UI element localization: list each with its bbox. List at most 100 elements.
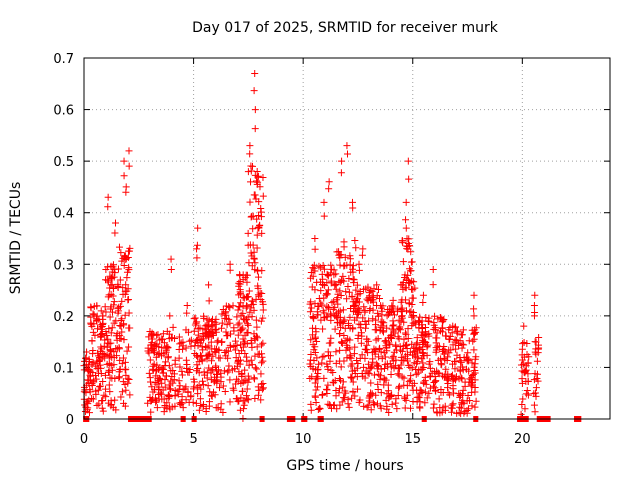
- data-point: [212, 328, 220, 336]
- data-point: [218, 319, 226, 327]
- data-point: [212, 315, 220, 323]
- data-point: [401, 404, 409, 412]
- data-point: [439, 328, 447, 336]
- data-point: [92, 387, 100, 395]
- data-point: [390, 348, 398, 356]
- data-points: [80, 69, 582, 422]
- data-point: [315, 360, 323, 368]
- data-point: [248, 297, 256, 305]
- data-point: [254, 291, 262, 299]
- data-point: [336, 261, 344, 269]
- data-point: [108, 353, 116, 361]
- x-tick-label: 5: [189, 432, 197, 447]
- data-point: [413, 339, 421, 347]
- data-point: [308, 304, 316, 312]
- data-point: [212, 362, 220, 370]
- data-point: [362, 324, 370, 332]
- data-point: [365, 317, 373, 325]
- data-point: [448, 404, 456, 412]
- data-point: [160, 395, 168, 403]
- data-point: [456, 337, 464, 345]
- data-point: [233, 313, 241, 321]
- data-point: [155, 365, 163, 373]
- data-point: [344, 400, 352, 408]
- data-point: [369, 355, 377, 363]
- data-point: [433, 367, 441, 375]
- data-point: [354, 334, 362, 342]
- data-point: [349, 378, 357, 386]
- data-point: [195, 369, 203, 377]
- data-point: [336, 346, 344, 354]
- data-point: [238, 373, 246, 381]
- data-point: [249, 300, 257, 308]
- data-point: [346, 255, 354, 263]
- data-point: [347, 268, 355, 276]
- data-point: [146, 393, 154, 401]
- data-point: [457, 358, 465, 366]
- data-point: [314, 383, 322, 391]
- data-point: [108, 374, 116, 382]
- data-point: [119, 378, 127, 386]
- data-point: [156, 389, 164, 397]
- data-point: [423, 394, 431, 402]
- data-point: [199, 377, 207, 385]
- data-point: [229, 302, 237, 310]
- data-point: [146, 374, 154, 382]
- data-point: [465, 367, 473, 375]
- data-point: [383, 312, 391, 320]
- y-tick-label: 0.1: [53, 361, 74, 376]
- data-point: [125, 343, 133, 351]
- data-point: [115, 345, 123, 353]
- data-point: [389, 357, 397, 365]
- data-point: [531, 291, 539, 299]
- data-point: [257, 317, 265, 325]
- data-point: [311, 343, 319, 351]
- data-point: [422, 339, 430, 347]
- data-point: [345, 319, 353, 327]
- data-point: [200, 368, 208, 376]
- data-point: [112, 219, 119, 227]
- data-point: [153, 340, 161, 348]
- data-point: [339, 394, 347, 402]
- data-point: [391, 329, 399, 337]
- data-point: [125, 376, 133, 384]
- data-point: [89, 369, 97, 377]
- data-point: [454, 327, 462, 335]
- data-point: [437, 314, 445, 322]
- data-point: [230, 343, 238, 351]
- data-point: [203, 355, 211, 363]
- data-point: [257, 380, 265, 388]
- data-point: [236, 277, 244, 285]
- data-point: [325, 178, 333, 186]
- data-point: [162, 344, 170, 352]
- data-point: [190, 383, 198, 391]
- data-point: [412, 370, 420, 378]
- data-point: [532, 384, 540, 392]
- data-point: [205, 351, 213, 359]
- data-point: [259, 192, 267, 200]
- data-point: [456, 393, 464, 401]
- data-point: [106, 388, 114, 396]
- data-point: [369, 298, 377, 306]
- data-point: [169, 379, 177, 387]
- data-point: [208, 392, 216, 400]
- data-point: [336, 307, 344, 315]
- data-point: [199, 381, 207, 389]
- data-point: [240, 401, 248, 409]
- data-point: [107, 262, 115, 270]
- data-point: [320, 265, 328, 273]
- data-point: [184, 388, 192, 396]
- data-point: [244, 320, 252, 328]
- data-point: [361, 374, 369, 382]
- data-point: [170, 370, 178, 378]
- data-point: [339, 306, 347, 314]
- data-point: [374, 312, 382, 320]
- data-point: [111, 396, 119, 404]
- data-point: [345, 403, 353, 411]
- data-point: [111, 229, 119, 237]
- data-point: [367, 389, 375, 397]
- data-point: [308, 373, 316, 381]
- data-point: [451, 336, 459, 344]
- y-tick-label: 0.7: [53, 52, 74, 67]
- data-point: [429, 382, 437, 390]
